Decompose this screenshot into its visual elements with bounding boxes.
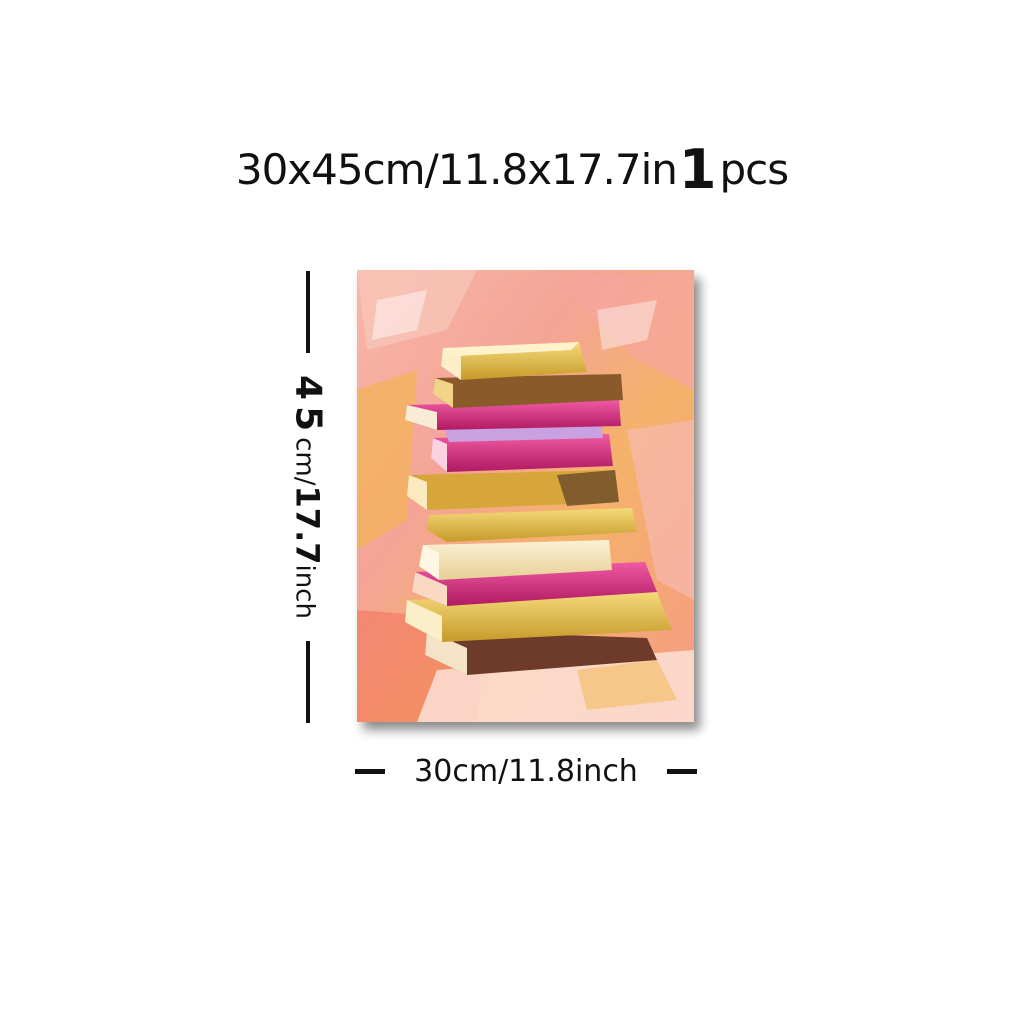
height-inch-unit: inch: [289, 564, 320, 619]
book-stack: [405, 342, 672, 675]
width-dimension-line-left: [355, 769, 385, 774]
book-stack-painting: [357, 270, 694, 722]
product-size-headline: 30x45cm/11.8x17.7in1pcs: [0, 138, 1024, 201]
width-dimension-label: 30cm/11.8inch: [414, 754, 638, 789]
height-inch-value: 17.7: [288, 485, 327, 565]
width-dimension-line-right: [667, 769, 697, 774]
height-unit: cm/: [289, 437, 320, 486]
height-value: 45: [287, 375, 329, 438]
quantity-number: 1: [678, 138, 717, 201]
quantity-unit: pcs: [719, 145, 790, 194]
height-dimension-line-bottom: [306, 641, 310, 723]
width-dimension: 30cm/11.8inch: [355, 754, 697, 790]
size-text: 30x45cm/11.8x17.7in: [235, 145, 678, 194]
canvas-print: [357, 270, 694, 722]
height-dimension-line-top: [306, 271, 310, 353]
